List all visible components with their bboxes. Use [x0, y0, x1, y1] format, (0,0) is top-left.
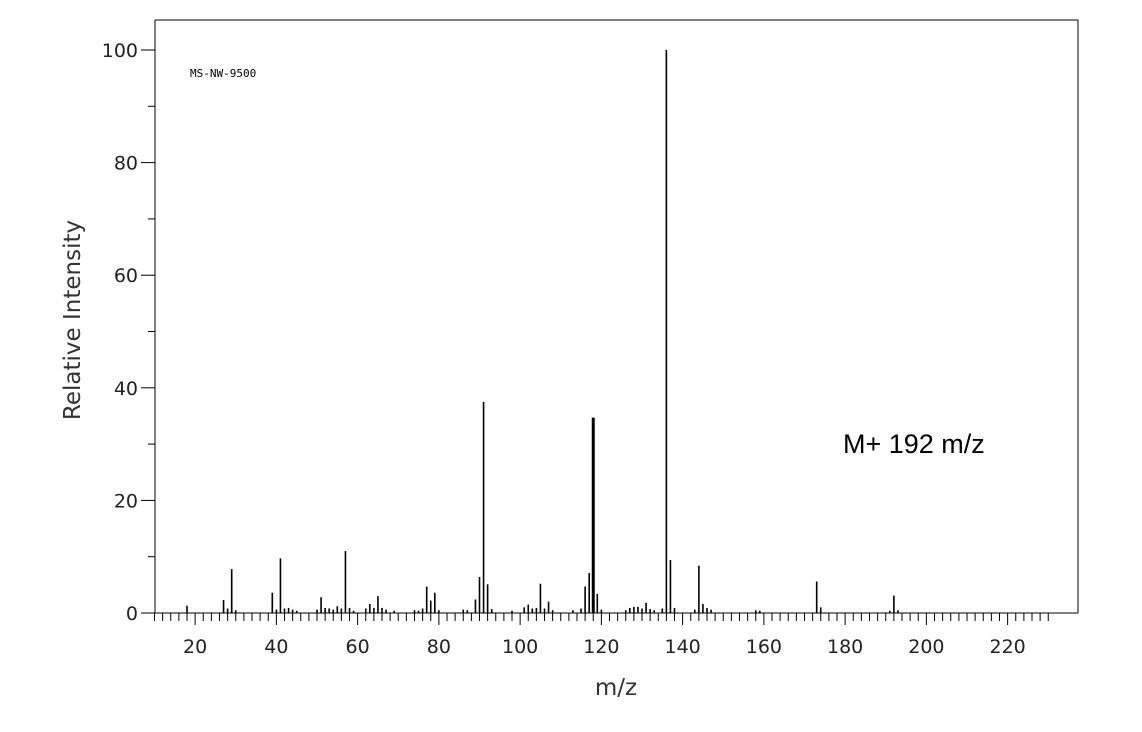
x-tick-label: 20	[183, 636, 207, 658]
y-tick-label: 100	[102, 40, 138, 62]
x-tick-label: 120	[583, 636, 619, 658]
x-tick-label: 100	[502, 636, 538, 658]
y-tick-label: 60	[114, 265, 138, 287]
labels-group: 0 20 40 60 80 100 20 40 60 80 100 120 140 160 180 200 22…	[102, 40, 1026, 658]
ticks-group	[141, 49, 1049, 625]
y-tick-label: 40	[114, 378, 138, 400]
y-tick-label: 20	[114, 490, 138, 512]
x-tick-label: 160	[746, 636, 782, 658]
x-tick-label: 200	[908, 636, 944, 658]
y-tick-label: 80	[114, 153, 138, 175]
y-axis-title: Relative Intensity	[60, 220, 86, 420]
x-tick-label: 80	[427, 636, 451, 658]
x-axis-title: m/z	[595, 675, 637, 701]
x-tick-label: 140	[664, 636, 700, 658]
bars-group	[186, 50, 899, 613]
source-code-label: MS-NW-9500	[190, 67, 256, 80]
molecular-ion-annotation: M+ 192 m/z	[843, 429, 985, 459]
y-tick-label: 0	[126, 603, 138, 625]
x-tick-label: 220	[989, 636, 1025, 658]
x-tick-label: 180	[827, 636, 863, 658]
x-tick-label: 40	[264, 636, 288, 658]
x-tick-label: 60	[346, 636, 370, 658]
